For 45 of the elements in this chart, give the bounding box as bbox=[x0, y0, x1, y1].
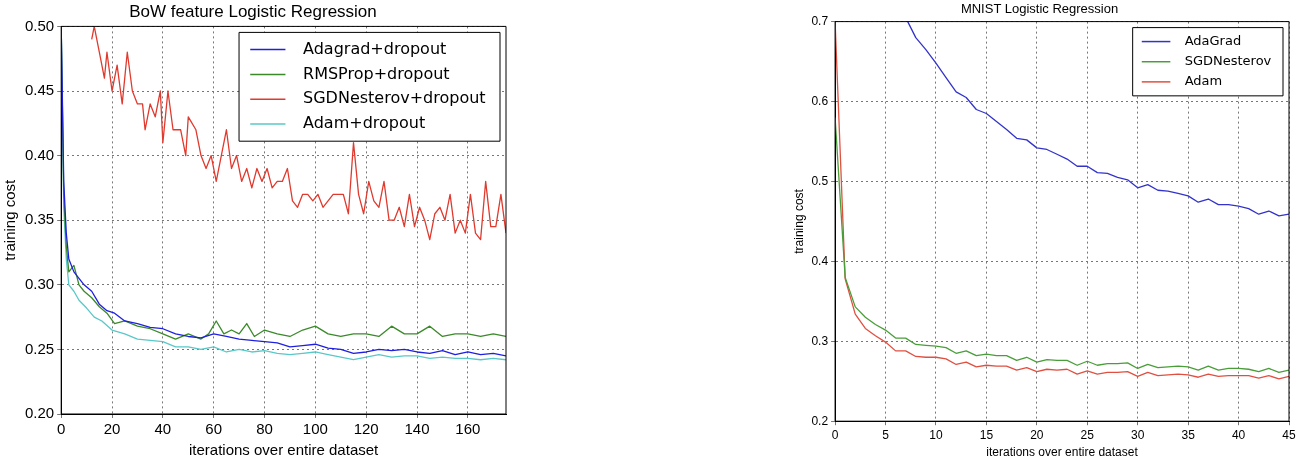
x-axis-title: iterations over entire dataset bbox=[188, 441, 380, 459]
y-axis-title: training cost bbox=[1, 178, 19, 261]
x-tick-label: 40 bbox=[154, 420, 172, 438]
x-axis-title: iterations over entire dataset bbox=[986, 445, 1139, 460]
x-tick-label: 40 bbox=[1231, 427, 1246, 442]
x-tick-label: 35 bbox=[1181, 427, 1196, 442]
y-tick-label: 0.35 bbox=[24, 210, 55, 228]
y-tick-label: 0.5 bbox=[811, 173, 829, 188]
x-tick-label: 80 bbox=[256, 420, 273, 438]
legend-label: Adam bbox=[1184, 73, 1223, 89]
y-tick-label: 0.4 bbox=[811, 253, 829, 268]
x-tick-label: 20 bbox=[1030, 427, 1044, 442]
chart-title: BoW feature Logistic Regression bbox=[129, 1, 377, 21]
legend-label: SGDNesterov bbox=[1184, 53, 1272, 69]
legend-label: RMSProp+dropout bbox=[303, 63, 450, 83]
x-tick-label: 20 bbox=[103, 420, 121, 438]
y-tick-label: 0.20 bbox=[24, 404, 55, 422]
x-tick-label: 10 bbox=[929, 427, 943, 442]
y-tick-label: 0.25 bbox=[24, 339, 55, 357]
x-tick-label: 15 bbox=[979, 427, 994, 442]
y-tick-label: 0.7 bbox=[811, 13, 829, 28]
legend-label: Adagrad+dropout bbox=[303, 38, 447, 58]
x-tick-label: 100 bbox=[302, 420, 328, 438]
x-tick-label: 140 bbox=[404, 420, 430, 438]
legend-label: SGDNesterov+dropout bbox=[303, 88, 486, 108]
x-tick-label: 25 bbox=[1080, 427, 1095, 442]
y-tick-label: 0.45 bbox=[24, 81, 55, 99]
x-tick-label: 45 bbox=[1282, 427, 1296, 442]
x-tick-label: 30 bbox=[1131, 427, 1145, 442]
x-tick-label: 5 bbox=[882, 427, 890, 442]
x-tick-label: 0 bbox=[57, 420, 66, 438]
y-tick-label: 0.2 bbox=[811, 413, 829, 428]
x-tick-label: 60 bbox=[205, 420, 223, 438]
y-tick-label: 0.30 bbox=[24, 274, 55, 292]
legend-label: Adam+dropout bbox=[303, 113, 426, 133]
x-tick-label: 120 bbox=[353, 420, 379, 438]
y-tick-label: 0.6 bbox=[811, 93, 829, 108]
y-tick-label: 0.40 bbox=[24, 145, 55, 163]
x-tick-label: 160 bbox=[455, 420, 481, 438]
legend-label: AdaGrad bbox=[1184, 32, 1242, 48]
chart-title: MNIST Logistic Regression bbox=[960, 1, 1119, 17]
y-axis-title: training cost bbox=[791, 188, 806, 254]
x-tick-label: 0 bbox=[831, 427, 839, 442]
y-tick-label: 0.3 bbox=[811, 333, 829, 348]
y-tick-label: 0.50 bbox=[24, 16, 55, 34]
